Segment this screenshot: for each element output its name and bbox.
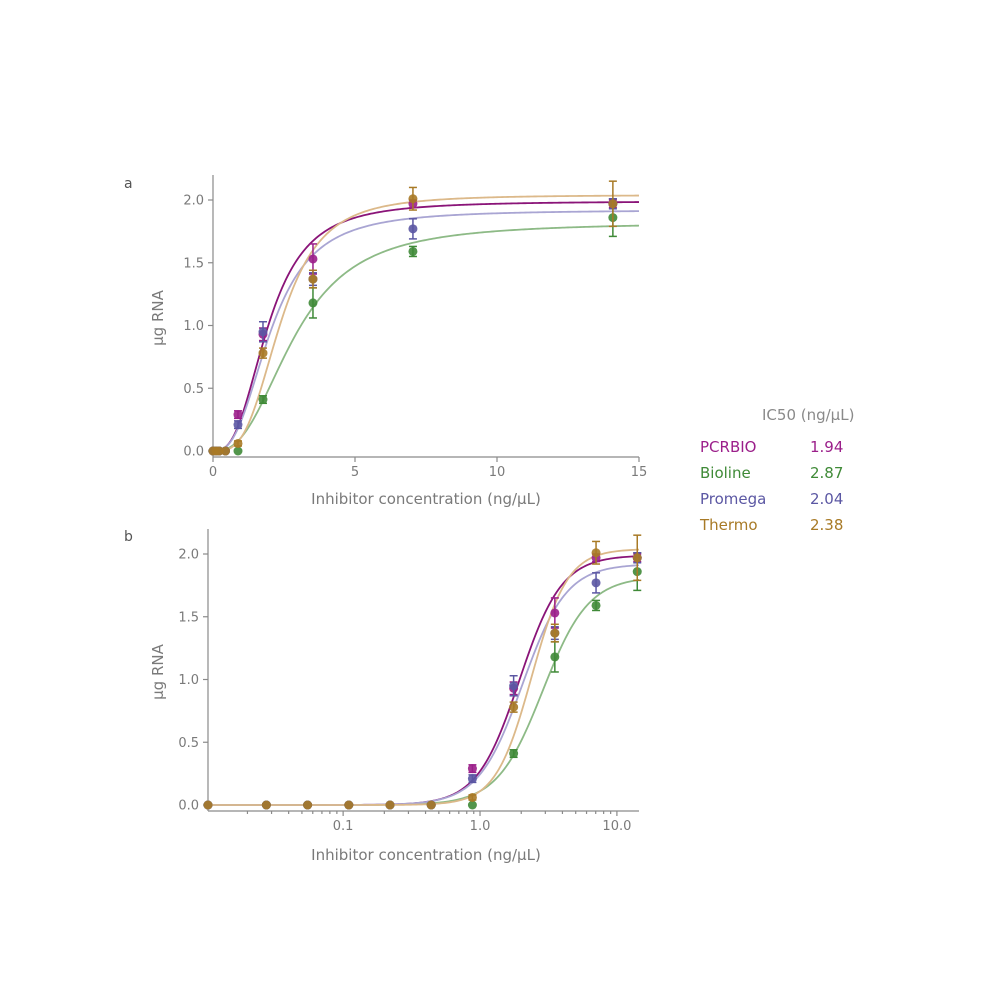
panel-b-x-axis-label: Inhibitor concentration (ng/µL): [311, 846, 541, 864]
data-point-thermo: [509, 702, 519, 712]
panel-b-x-tick-label: 10.0: [602, 819, 631, 834]
data-point-thermo: [408, 194, 418, 204]
panel-a-y-tick-label: 0.0: [183, 445, 204, 460]
data-point-promega: [233, 420, 243, 430]
panel-b-x-tick-label: 1.0: [470, 819, 491, 834]
panel-b-y-tick-label: 0.5: [178, 736, 199, 751]
panel-a-y-axis-label: µg RNA: [149, 289, 167, 345]
ic50-legend: IC50 (ng/µL) PCRBIO 1.94 Bioline 2.87 Pr…: [699, 406, 854, 534]
fit-curve-promega: [212, 210, 640, 452]
data-point-thermo: [258, 348, 268, 358]
panel-a-x-tick-label: 15: [631, 465, 648, 480]
panel-b-letter: b: [124, 529, 133, 545]
legend-title: IC50 (ng/µL): [762, 406, 854, 424]
data-point-thermo: [344, 800, 354, 810]
legend-value-thermo: 2.38: [810, 516, 843, 534]
panel-a-x-axis-label: Inhibitor concentration (ng/µL): [311, 490, 541, 508]
panel-a-y-tick-label: 1.0: [183, 319, 204, 334]
fit-curve-thermo: [213, 194, 640, 452]
panel-a-x-tick-label: 5: [351, 465, 359, 480]
data-point-thermo: [426, 800, 436, 810]
data-point-pcrbio: [308, 254, 318, 264]
legend-name-pcrbio: PCRBIO: [700, 438, 756, 456]
data-point-pcrbio: [467, 764, 477, 774]
legend-value-promega: 2.04: [810, 490, 843, 508]
legend-name-bioline: Bioline: [700, 464, 751, 482]
data-point-promega: [467, 774, 477, 784]
panel-a-chart: a µg RNA Inhibitor concentration (ng/µL)…: [124, 175, 647, 508]
data-point-promega: [408, 224, 418, 234]
data-point-thermo: [233, 438, 243, 448]
fit-curve-bioline: [212, 224, 640, 452]
data-point-thermo: [303, 800, 313, 810]
panel-b-y-tick-label: 1.5: [178, 610, 199, 625]
fit-curve-bioline: [208, 579, 640, 806]
panel-a-x-tick-label: 10: [489, 465, 506, 480]
legend-name-promega: Promega: [700, 490, 766, 508]
data-point-bioline: [408, 246, 418, 256]
panel-b-y-tick-label: 2.0: [178, 548, 199, 563]
data-point-bioline: [509, 749, 519, 759]
panel-a-fit-curves: [212, 194, 640, 452]
panel-a-y-tick-label: 1.5: [183, 256, 204, 271]
data-point-thermo: [261, 800, 271, 810]
data-point-thermo: [467, 792, 477, 802]
fit-curve-pcrbio: [208, 555, 640, 806]
data-point-thermo: [550, 628, 560, 638]
data-point-thermo: [385, 800, 395, 810]
data-point-thermo: [214, 446, 224, 456]
data-point-pcrbio: [550, 608, 560, 618]
legend-value-pcrbio: 1.94: [810, 438, 843, 456]
data-point-bioline: [591, 600, 601, 610]
data-point-bioline: [308, 298, 318, 308]
panel-b-fit-curves: [208, 548, 640, 806]
data-point-bioline: [550, 652, 560, 662]
data-point-promega: [258, 327, 268, 337]
data-point-thermo: [608, 199, 618, 209]
data-point-pcrbio: [233, 410, 243, 420]
panel-b-y-axis-label: µg RNA: [149, 643, 167, 699]
panel-a-x-tick-label: 0: [209, 465, 217, 480]
panel-b-data-points: [203, 534, 642, 810]
fit-curve-thermo: [208, 548, 640, 806]
panel-a-letter: a: [124, 176, 133, 192]
panel-a-y-tick-label: 0.5: [183, 382, 204, 397]
data-point-bioline: [233, 446, 243, 456]
data-point-promega: [509, 681, 519, 691]
panel-b-x-tick-label: 0.1: [333, 819, 354, 834]
legend-value-bioline: 2.87: [810, 464, 843, 482]
panel-b-y-tick-label: 0.0: [178, 799, 199, 814]
fit-curve-promega: [208, 564, 640, 806]
data-point-thermo: [632, 553, 642, 563]
data-point-thermo: [220, 446, 230, 456]
data-point-thermo: [591, 548, 601, 558]
panel-b-chart: b µg RNA Inhibitor concentration (ng/µL)…: [124, 529, 642, 864]
panel-b-axes: 0.0 0.5 1.0 1.5 2.0 0.1 1.0 10.0: [178, 529, 639, 834]
panel-a-y-tick-label: 2.0: [183, 194, 204, 209]
data-point-thermo: [203, 800, 213, 810]
panel-b-y-tick-label: 1.0: [178, 673, 199, 688]
fit-curve-pcrbio: [212, 201, 640, 452]
panel-a-data-points: [208, 180, 618, 456]
panel-a-axes: 0.0 0.5 1.0 1.5 2.0 0 5 10 15: [183, 175, 647, 480]
data-point-thermo: [308, 274, 318, 284]
data-point-bioline: [467, 800, 477, 810]
legend-name-thermo: Thermo: [699, 516, 758, 534]
data-point-promega: [591, 578, 601, 588]
data-point-bioline: [258, 395, 268, 405]
